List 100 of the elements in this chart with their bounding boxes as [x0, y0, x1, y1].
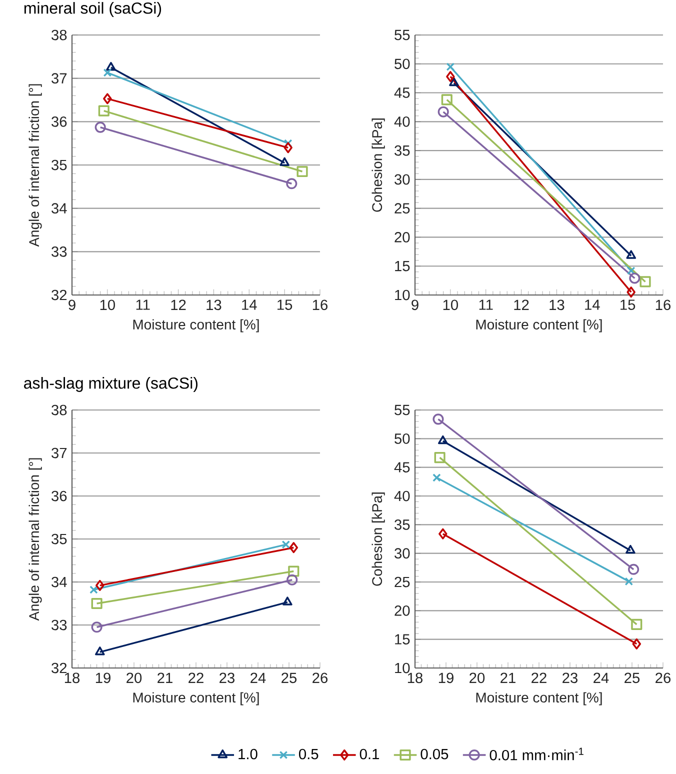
y-tick-label: 15 [395, 261, 410, 272]
legend-label: 0.05 [420, 748, 448, 760]
point [434, 452, 446, 464]
x-tick-label: 12 [171, 300, 186, 310]
point [91, 598, 102, 610]
y-axis-title: Angle of internal friction [°] [28, 458, 42, 621]
point [103, 93, 112, 104]
point [438, 106, 449, 118]
y-tick-label: 35 [394, 519, 410, 530]
point [628, 564, 640, 575]
x-tick-label: 23 [220, 672, 235, 684]
chart-title: mineral soil (saCSi) [24, 2, 162, 17]
legend-label: 0.01 mm·min$^{-1}$ [490, 748, 584, 760]
y-tick-label: 34 [52, 203, 67, 214]
y-tick-label: 10 [395, 662, 410, 674]
x-tick-label: 15 [278, 300, 292, 310]
y-tick-label: 38 [52, 404, 67, 416]
point [446, 62, 455, 71]
point [286, 178, 298, 190]
y-tick-label: 34 [52, 576, 67, 588]
x-tick-label: 10 [443, 300, 458, 310]
y-tick-label: 38 [52, 30, 67, 40]
y-tick-label: 20 [394, 605, 410, 616]
x-tick-label: 11 [136, 300, 150, 310]
y-tick-label: 45 [394, 88, 410, 98]
point [624, 577, 634, 586]
x-tick-label: 11 [479, 300, 493, 310]
x-tick-label: 19 [96, 672, 110, 684]
y-tick-label: 50 [394, 433, 410, 444]
y-tick-label: 20 [394, 232, 410, 242]
point [296, 166, 308, 178]
y-tick-label: 35 [52, 534, 67, 544]
y-tick-label: 32 [52, 662, 67, 674]
y-tick-label: 25 [394, 203, 410, 214]
y-tick-label: 36 [52, 490, 67, 502]
point [98, 105, 110, 116]
y-axis-title: Cohesion [kPa] [372, 492, 385, 586]
y-tick-label: 30 [394, 548, 410, 559]
legend-label: 0.1 [360, 748, 379, 760]
y-tick-label: 37 [52, 73, 67, 84]
x-tick-label: 13 [550, 300, 564, 310]
y-tick-label: 35 [394, 145, 410, 156]
x-tick-label: 20 [470, 672, 485, 684]
x-tick-label: 14 [242, 300, 257, 310]
y-tick-label: 40 [394, 490, 410, 502]
x-tick-label: 15 [620, 300, 636, 310]
x-axis-title: Moisture content [%] [476, 319, 602, 332]
x-tick-label: 9 [412, 300, 418, 310]
y-tick-label: 33 [52, 620, 67, 630]
point [629, 272, 640, 284]
y-tick-label: 32 [52, 290, 67, 300]
point [626, 286, 636, 298]
x-tick-label: 20 [126, 672, 142, 684]
x-tick-label: 24 [250, 672, 266, 683]
legend-label: 0.5 [298, 748, 318, 760]
point [640, 276, 651, 288]
x-tick-label: 16 [656, 300, 670, 310]
point [96, 580, 104, 591]
y-tick-label: 10 [395, 290, 410, 300]
y-tick-label: 35 [52, 160, 67, 170]
y-tick-label: 25 [394, 576, 410, 588]
y-tick-label: 55 [394, 404, 410, 416]
point [626, 266, 636, 275]
x-tick-label: 26 [312, 672, 328, 684]
x-tick-label: 19 [438, 672, 454, 684]
point [288, 566, 300, 577]
point [91, 622, 102, 633]
x-tick-label: 18 [408, 672, 423, 684]
point [103, 68, 112, 77]
x-tick-label: 25 [624, 672, 640, 684]
x-tick-label: 26 [656, 672, 671, 684]
point [632, 638, 642, 650]
y-tick-label: 50 [394, 58, 410, 70]
legend-label: 1.0 [238, 748, 258, 760]
x-tick-label: 10 [100, 300, 115, 310]
point [90, 586, 98, 594]
point [432, 473, 441, 482]
x-tick-label: 9 [68, 300, 76, 310]
y-tick-label: 30 [394, 174, 410, 185]
y-tick-label: 45 [394, 462, 410, 472]
x-tick-label: 23 [562, 672, 578, 684]
x-tick-label: 18 [64, 672, 80, 684]
point [289, 542, 298, 554]
y-tick-label: 37 [52, 448, 67, 458]
x-axis-title: Moisture content [%] [133, 692, 259, 706]
point [94, 122, 106, 133]
y-tick-label: 33 [52, 246, 67, 257]
chart-title: ash-slag mixture (saCSi) [24, 377, 198, 392]
x-tick-label: 21 [500, 672, 516, 683]
x-tick-label: 21 [158, 672, 172, 683]
point [441, 94, 452, 106]
point [286, 574, 298, 586]
x-axis-title: Moisture content [%] [476, 692, 602, 706]
y-axis-title: Angle of internal friction [°] [28, 84, 42, 247]
x-tick-label: 12 [514, 300, 529, 310]
x-tick-label: 13 [206, 300, 222, 310]
y-tick-label: 40 [394, 116, 410, 127]
x-tick-label: 24 [594, 672, 609, 683]
point [282, 540, 290, 549]
x-tick-label: 16 [312, 300, 328, 310]
